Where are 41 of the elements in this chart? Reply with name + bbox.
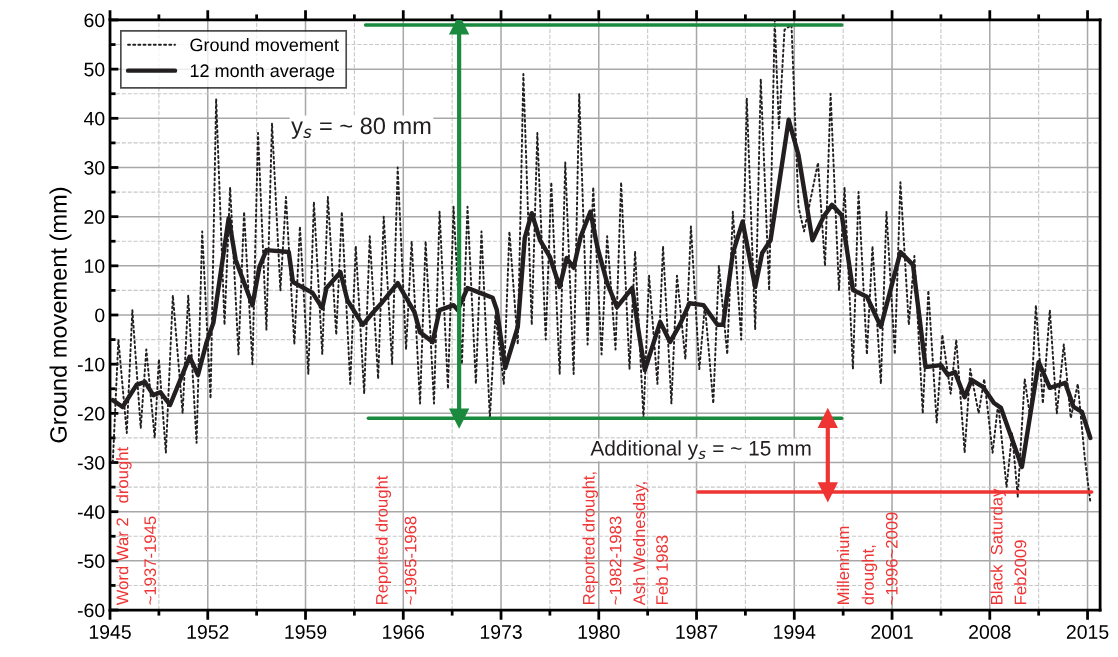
annotation: Reported drought, xyxy=(582,472,598,604)
y-tick-label: 40 xyxy=(83,111,105,126)
y-tick-label: -10 xyxy=(77,357,105,372)
x-tick-label: 1966 xyxy=(383,625,425,639)
annotation: Feb 1983 xyxy=(655,535,668,604)
x-tick-label: 1973 xyxy=(480,625,522,639)
x-tick-label: 1959 xyxy=(285,625,327,639)
x-tick-label: 1987 xyxy=(676,625,718,639)
legend-label: 12 month average xyxy=(190,63,335,81)
annotation: Reported drought xyxy=(375,475,392,604)
y-tick-label: 60 xyxy=(84,13,105,28)
annotation: ~1996~2009 xyxy=(885,512,898,605)
y-tick-label: 50 xyxy=(84,62,105,77)
y-tick-label: -30 xyxy=(77,455,105,470)
annotation: drought, xyxy=(861,545,878,605)
annotation: Ash Wednesday, xyxy=(632,482,649,606)
y-axis-title: Ground movement (mm) xyxy=(49,187,72,443)
y-tick-label: -60 xyxy=(77,603,105,618)
annotation: y$_{s}$ = ~ 80 mm xyxy=(291,117,431,139)
x-tick-label: 1952 xyxy=(187,625,229,639)
annotation: ~1982-1983 xyxy=(609,516,622,605)
annotation: Additional y$_{s}$ = ~ 15 mm xyxy=(590,440,811,460)
x-tick-label: 2001 xyxy=(871,625,913,639)
annotation: Word War 2 drought xyxy=(116,447,132,606)
x-tick-label: 1994 xyxy=(774,625,816,639)
y-tick-label: -20 xyxy=(77,406,105,421)
y-tick-label: 10 xyxy=(85,259,105,274)
annotation: ~1937-1945 xyxy=(144,516,157,605)
y-tick-label: 20 xyxy=(84,210,105,224)
x-tick-label: 1945 xyxy=(89,625,131,639)
y-tick-label: -40 xyxy=(77,505,105,519)
annotation: ~1965-1968 xyxy=(404,516,417,605)
x-tick-label: 2008 xyxy=(969,625,1011,639)
x-tick-label: 1980 xyxy=(578,625,620,639)
y-tick-label: 30 xyxy=(84,160,105,175)
annotation: Millennium xyxy=(836,526,850,604)
y-tick-label: -50 xyxy=(77,554,105,569)
annotation: Feb2009 xyxy=(1014,540,1027,604)
legend-label: Ground movement xyxy=(190,38,339,52)
x-tick-label: 2015 xyxy=(1066,625,1109,639)
y-tick-label: 0 xyxy=(95,308,105,323)
